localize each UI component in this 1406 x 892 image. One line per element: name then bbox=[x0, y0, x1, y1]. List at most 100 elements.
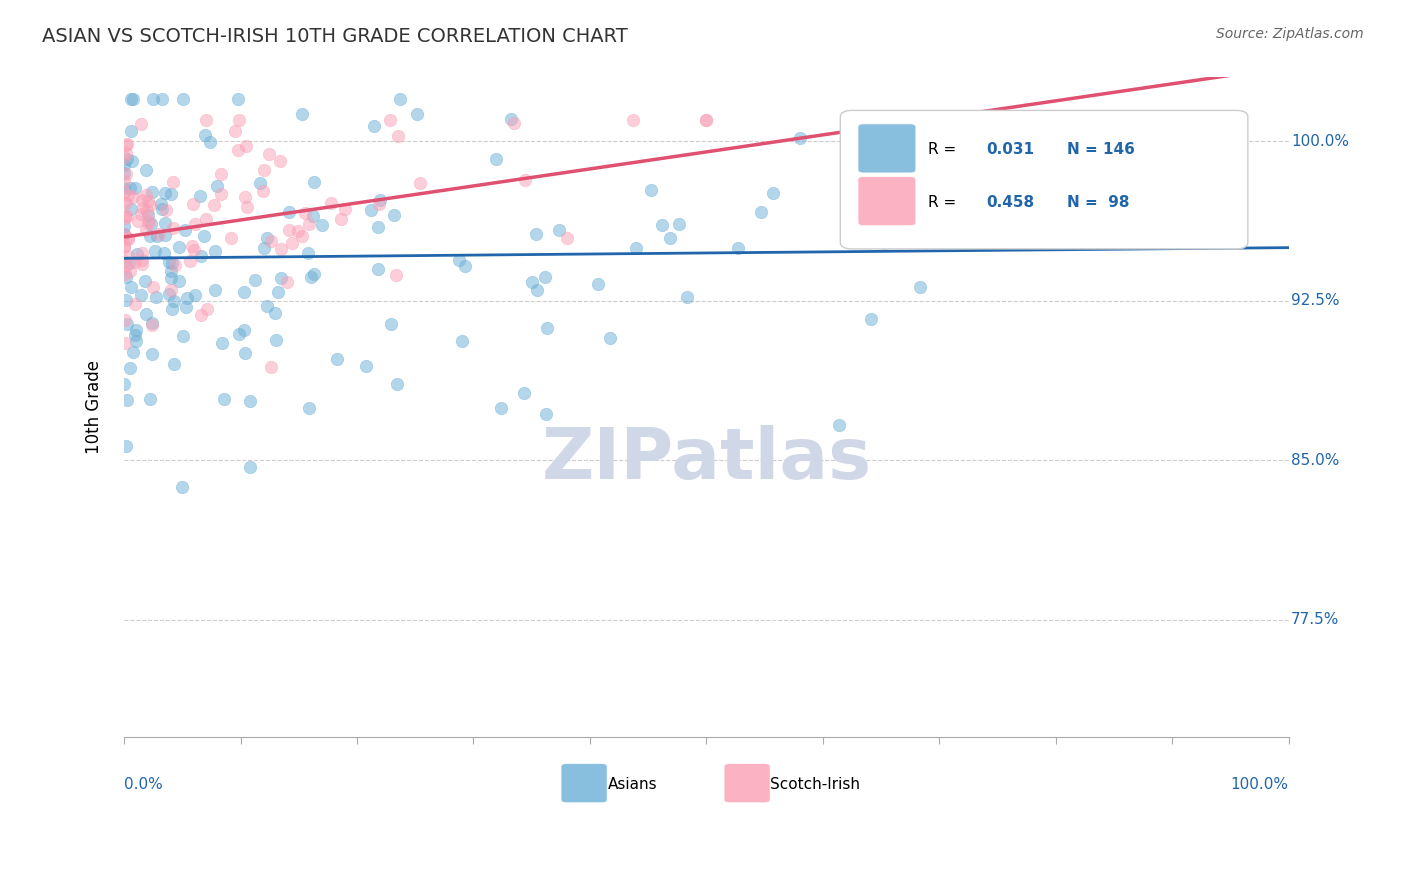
Point bbox=[114, 168, 136, 182]
Point bbox=[172, 92, 194, 106]
Point bbox=[534, 269, 557, 284]
Point bbox=[167, 240, 190, 254]
Point bbox=[277, 223, 299, 237]
Point bbox=[360, 202, 382, 217]
Point bbox=[489, 401, 512, 416]
Point bbox=[125, 334, 148, 349]
Point bbox=[153, 216, 176, 230]
Point bbox=[114, 209, 136, 223]
Point bbox=[115, 137, 138, 152]
Point bbox=[304, 267, 326, 281]
Point bbox=[131, 193, 153, 207]
Point bbox=[145, 290, 167, 304]
Point bbox=[297, 245, 319, 260]
Point bbox=[134, 274, 156, 288]
Point bbox=[124, 328, 146, 343]
Point bbox=[118, 181, 141, 195]
Point bbox=[695, 113, 717, 128]
Point bbox=[120, 280, 142, 294]
Point bbox=[211, 336, 233, 351]
Point bbox=[135, 188, 157, 202]
Point bbox=[112, 166, 135, 180]
Point bbox=[141, 186, 163, 200]
Point bbox=[385, 376, 408, 391]
Point bbox=[789, 130, 811, 145]
Point bbox=[160, 256, 183, 270]
Point bbox=[378, 113, 401, 128]
Point bbox=[382, 208, 405, 222]
Point bbox=[640, 182, 662, 196]
Point bbox=[287, 224, 309, 238]
Text: R =: R = bbox=[928, 143, 960, 158]
Point bbox=[117, 249, 139, 263]
Point bbox=[198, 135, 221, 149]
Text: 77.5%: 77.5% bbox=[1291, 613, 1340, 627]
Point bbox=[226, 92, 249, 106]
FancyBboxPatch shape bbox=[858, 124, 915, 173]
Point bbox=[249, 176, 271, 190]
Point bbox=[114, 312, 136, 326]
Point bbox=[245, 273, 267, 287]
Point bbox=[233, 190, 256, 204]
Point bbox=[125, 247, 148, 261]
Point bbox=[239, 460, 262, 475]
Point bbox=[762, 186, 785, 200]
Point bbox=[264, 306, 287, 320]
Text: 100.0%: 100.0% bbox=[1230, 777, 1289, 791]
Point bbox=[139, 392, 162, 406]
Point bbox=[269, 154, 291, 169]
Point bbox=[184, 217, 207, 231]
Point bbox=[555, 230, 578, 244]
Point bbox=[124, 324, 146, 338]
Point bbox=[406, 106, 429, 120]
Point bbox=[195, 211, 218, 226]
Point bbox=[451, 334, 474, 349]
Point bbox=[114, 336, 136, 351]
Point bbox=[141, 318, 163, 333]
Point bbox=[259, 360, 281, 375]
Point bbox=[205, 179, 228, 194]
Point bbox=[112, 239, 135, 253]
Point bbox=[367, 220, 389, 235]
Point bbox=[138, 213, 160, 227]
Point bbox=[311, 218, 333, 232]
Point bbox=[588, 277, 610, 291]
Point bbox=[294, 205, 316, 219]
Point bbox=[179, 253, 201, 268]
Point bbox=[141, 316, 163, 330]
Point bbox=[135, 307, 157, 321]
Point bbox=[143, 244, 166, 258]
Point bbox=[129, 288, 152, 302]
Text: ASIAN VS SCOTCH-IRISH 10TH GRADE CORRELATION CHART: ASIAN VS SCOTCH-IRISH 10TH GRADE CORRELA… bbox=[42, 27, 628, 45]
Point bbox=[202, 198, 225, 212]
Point bbox=[749, 204, 772, 219]
Point bbox=[659, 231, 682, 245]
Point bbox=[232, 285, 254, 299]
Point bbox=[621, 113, 644, 128]
Point bbox=[181, 196, 204, 211]
Point bbox=[214, 392, 236, 407]
Point bbox=[502, 116, 524, 130]
Point bbox=[136, 216, 159, 230]
Text: N = 146: N = 146 bbox=[1067, 143, 1135, 158]
Point bbox=[117, 317, 139, 331]
Point bbox=[163, 357, 186, 371]
Point bbox=[118, 263, 141, 277]
Point bbox=[256, 299, 278, 313]
Point bbox=[291, 228, 314, 243]
Point bbox=[695, 113, 717, 128]
Point bbox=[159, 186, 181, 201]
Point bbox=[599, 331, 621, 345]
Point bbox=[389, 92, 412, 106]
Point bbox=[257, 147, 280, 161]
Point bbox=[121, 153, 143, 168]
Point bbox=[180, 238, 202, 252]
Point bbox=[454, 259, 477, 273]
Point bbox=[253, 162, 276, 177]
Point bbox=[115, 269, 138, 284]
Point bbox=[194, 128, 217, 142]
Point bbox=[668, 218, 690, 232]
Point bbox=[326, 352, 349, 367]
Point bbox=[115, 209, 138, 223]
Point bbox=[235, 138, 257, 153]
